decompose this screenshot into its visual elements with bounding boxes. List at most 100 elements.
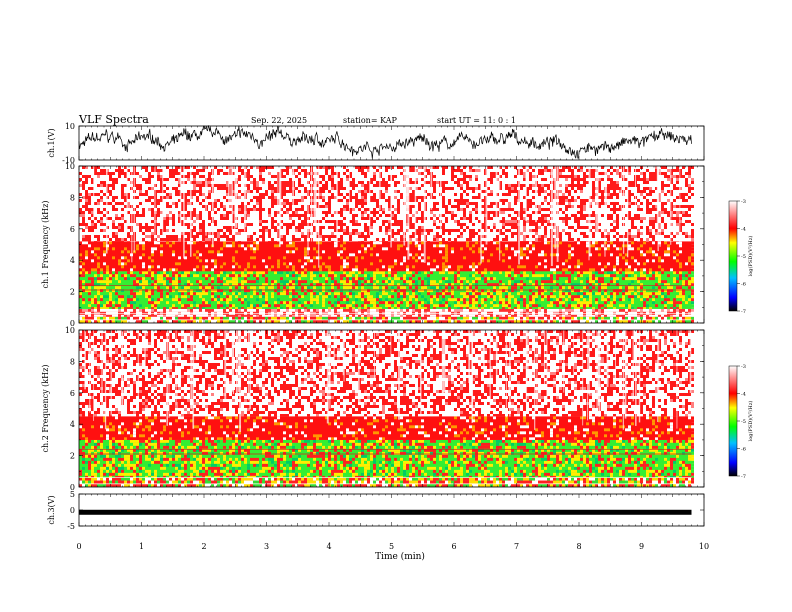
- spectrogram-cell: [169, 259, 172, 263]
- spectrogram-cell: [499, 304, 502, 308]
- spectrogram-cell: [172, 292, 175, 296]
- spectrogram-cell: [268, 256, 271, 260]
- spectrogram-cell: [250, 241, 253, 245]
- spectrogram-cell: [319, 256, 322, 260]
- spectrogram-cell: [250, 247, 253, 251]
- spectrogram-cell: [373, 280, 376, 284]
- spectrogram-cell: [154, 298, 157, 302]
- spectrogram-cell: [205, 277, 208, 281]
- spectrogram-cell: [160, 304, 163, 308]
- spectrogram-cell: [265, 316, 268, 320]
- spectrogram-cell: [409, 308, 412, 312]
- spectrogram-cell: [466, 316, 469, 320]
- spectrogram-cell: [604, 283, 607, 287]
- spectrogram-cell: [136, 292, 139, 296]
- spectrogram-cell: [142, 292, 145, 296]
- spectrogram-cell: [106, 292, 109, 296]
- spectrogram-cell: [187, 265, 190, 269]
- spectrogram-cell: [271, 316, 274, 320]
- spectrogram-cell: [622, 308, 625, 312]
- spectrogram-cell: [622, 274, 625, 278]
- spectrogram-cell: [520, 271, 523, 275]
- spectrogram-cell: [532, 308, 535, 312]
- spectrogram-cell: [637, 307, 640, 309]
- spectrogram-cell: [601, 304, 604, 308]
- spectrogram-cell: [193, 244, 196, 248]
- spectrogram-cell: [631, 280, 634, 284]
- spectrogram-cell: [277, 314, 280, 317]
- spectrogram-cell: [85, 301, 88, 305]
- spectrogram-cell: [109, 283, 112, 287]
- spectrogram-cell: [472, 295, 475, 299]
- spectrogram-cell: [520, 307, 523, 309]
- spectrogram-cell: [340, 259, 343, 263]
- spectrogram-cell: [682, 319, 685, 323]
- spectrogram-cell: [82, 259, 85, 263]
- spectrogram-cell: [577, 314, 580, 317]
- spectrogram-cell: [604, 274, 607, 278]
- spectrogram-cell: [619, 286, 622, 290]
- spectrogram-cell: [190, 308, 193, 312]
- spectrogram-cell: [340, 256, 343, 260]
- spectrogram-cell: [256, 314, 259, 317]
- spectrogram-cell: [250, 277, 253, 281]
- spectrogram-cell: [523, 308, 526, 312]
- spectrogram-cell: [673, 283, 676, 287]
- spectrogram-cell: [535, 319, 538, 323]
- spectrogram-cell: [340, 316, 343, 320]
- spectrogram-cell: [157, 292, 160, 296]
- spectrogram-cell: [136, 316, 139, 320]
- spectrogram-cell: [544, 301, 547, 305]
- spectrogram-cell: [529, 289, 532, 293]
- spectrogram-cell: [655, 292, 658, 296]
- spectrogram-cell: [217, 316, 220, 320]
- spectrogram-cell: [664, 319, 667, 323]
- spectrogram-cell: [355, 280, 358, 284]
- spectrogram-cell: [292, 268, 295, 272]
- spectrogram-cell: [388, 292, 391, 296]
- spectrogram-cell: [169, 253, 172, 257]
- spectrogram-cell: [334, 256, 337, 260]
- spectrogram-cell: [541, 308, 544, 312]
- spectrogram-cell: [301, 253, 304, 257]
- spectrogram-cell: [151, 256, 154, 260]
- spectrogram-cell: [307, 271, 310, 275]
- spectrogram-cell: [448, 301, 451, 305]
- spectrogram-cell: [508, 301, 511, 305]
- spectrogram-cell: [280, 253, 283, 257]
- spectrogram-cell: [544, 319, 547, 323]
- spectrogram-cell: [538, 301, 541, 305]
- spectrogram-cell: [205, 253, 208, 257]
- spectrogram-cell: [502, 289, 505, 293]
- spectrogram-cell: [229, 292, 232, 296]
- spectrogram-cell: [178, 274, 181, 278]
- spectrogram-cell: [652, 316, 655, 320]
- spectrogram-cell: [316, 308, 319, 312]
- spectrogram-cell: [187, 292, 190, 296]
- spectrogram-cell: [88, 298, 91, 302]
- spectrogram-cell: [568, 274, 571, 278]
- spectrogram-cell: [463, 295, 466, 299]
- spectrogram-cell: [622, 292, 625, 296]
- spectrogram-cell: [277, 292, 280, 296]
- spectrogram-cell: [313, 301, 316, 305]
- spectrogram-cell: [82, 244, 85, 248]
- spectrogram-cell: [439, 304, 442, 308]
- spectrogram-cell: [151, 265, 154, 269]
- spectrogram-cell: [346, 286, 349, 290]
- spectrogram-cell: [316, 244, 319, 248]
- spectrogram-cell: [547, 316, 550, 320]
- spectrogram-cell: [274, 308, 277, 312]
- spectrogram-cell: [211, 298, 214, 302]
- spectrogram-cell: [310, 280, 313, 284]
- spectrogram-cell: [265, 289, 268, 293]
- spectrogram-cell: [589, 308, 592, 312]
- spectrogram-cell: [118, 244, 121, 248]
- spectrogram-cell: [241, 265, 244, 269]
- spectrogram-cell: [145, 304, 148, 308]
- spectrogram-cell: [658, 289, 661, 293]
- spectrogram-cell: [559, 286, 562, 290]
- spectrogram-cell: [604, 271, 607, 275]
- spectrogram-cell: [250, 280, 253, 284]
- spectrogram-cell: [235, 316, 238, 320]
